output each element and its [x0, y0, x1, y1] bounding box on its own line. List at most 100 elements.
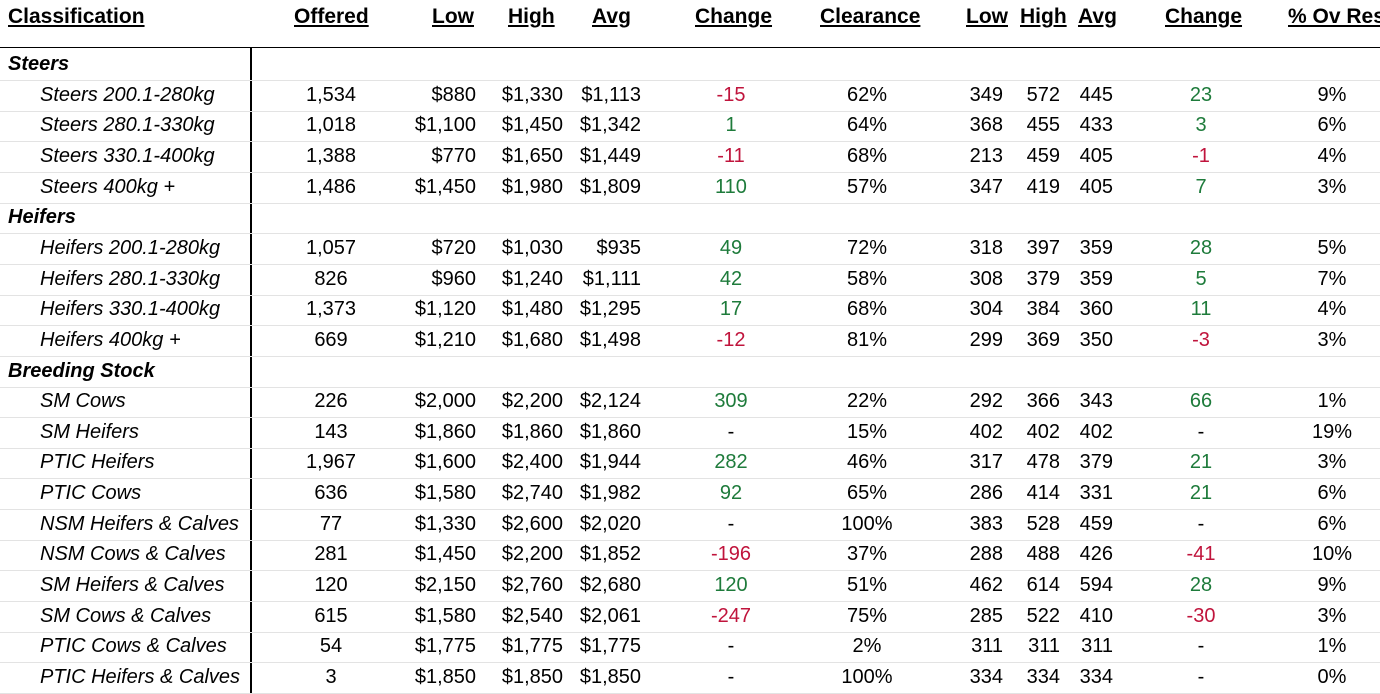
low-cell: $1,850	[414, 666, 476, 688]
high-cell: $1,860	[501, 420, 563, 443]
change-cell: -	[727, 420, 735, 443]
avg-cell: $2,124	[579, 390, 641, 413]
high2-cell: 528	[1026, 512, 1060, 535]
high2-cell: 369	[1026, 328, 1060, 351]
classification-cell: Steers 330.1-400kg	[40, 144, 215, 167]
offered-cell: 1,373	[305, 298, 357, 321]
low-cell: $1,600	[414, 451, 476, 474]
offered-cell: 120	[314, 574, 348, 597]
avg2-cell: 359	[1079, 236, 1113, 259]
low2-cell: 288	[969, 543, 1003, 566]
high-cell: $2,400	[501, 451, 563, 474]
low2-cell: 286	[969, 482, 1003, 505]
change-cell: -	[727, 666, 735, 688]
col-header-change: Change	[695, 5, 773, 28]
high-cell: $1,450	[501, 114, 563, 137]
low-cell: $2,000	[414, 390, 476, 413]
classification-cell: PTIC Cows & Calves	[40, 635, 227, 658]
change-cell: 120	[714, 574, 748, 597]
col-header-change-cpkg: Change	[1165, 5, 1243, 28]
avg2-cell: 426	[1079, 543, 1113, 566]
clearance-cell: 64%	[846, 114, 888, 137]
column-divider	[250, 47, 252, 693]
section-label: Steers	[8, 53, 70, 75]
header-row: Classification Offered Low High Avg Chan…	[0, 0, 1380, 48]
offered-cell: 1,967	[305, 451, 357, 474]
high2-cell: 384	[1026, 298, 1060, 321]
low-cell: $1,210	[414, 328, 476, 351]
high-cell: $2,200	[501, 390, 563, 413]
table-row: Heifers 280.1-330kg 826 $960 $1,240 $1,111 42…	[0, 264, 1380, 296]
ovres-cell: 0%	[1317, 666, 1347, 688]
table-row: Steers 200.1-280kg 1,534 $880 $1,330 $1,113 -…	[0, 80, 1380, 112]
clearance-cell: 72%	[846, 236, 888, 259]
ovres-cell: 4%	[1317, 144, 1347, 167]
high-cell: $2,740	[501, 482, 563, 505]
change-cell: 110	[715, 175, 747, 198]
table-row: PTIC Cows & Calves 54 $1,775 $1,775 $1,775 - 2…	[0, 631, 1380, 664]
high-cell: $1,330	[501, 83, 563, 106]
change2-cell: 5	[1195, 267, 1207, 290]
col-header-ov-res: % Ov Res	[1288, 5, 1380, 28]
clearance-cell: 100%	[841, 512, 893, 535]
clearance-cell: 15%	[846, 420, 888, 443]
low2-cell: 299	[969, 328, 1003, 351]
avg2-cell: 343	[1079, 390, 1113, 413]
low-cell: $2,150	[414, 574, 476, 597]
avg2-cell: 360	[1079, 298, 1113, 321]
clearance-cell: 100%	[841, 666, 893, 688]
avg2-cell: 402	[1079, 420, 1113, 443]
avg-cell: $1,113	[581, 83, 641, 106]
classification-cell: SM Cows	[40, 390, 126, 413]
avg2-cell: 433	[1079, 114, 1113, 137]
low-cell: $770	[431, 144, 477, 167]
table-row: Steers 400kg + 1,486 $1,450 $1,980 $1,809 110…	[0, 172, 1380, 204]
table-row: NSM Cows & Calves 281 $1,450 $2,200 $1,852 -1…	[0, 539, 1380, 572]
ovres-cell: 3%	[1317, 175, 1347, 198]
ovres-cell: 3%	[1317, 604, 1347, 627]
avg2-cell: 311	[1081, 635, 1113, 658]
clearance-cell: 57%	[846, 175, 888, 198]
section-row: Breeding Stock	[0, 356, 1380, 388]
change2-cell: 28	[1189, 236, 1213, 259]
change2-cell: -1	[1192, 144, 1210, 167]
low-cell: $1,450	[414, 543, 476, 566]
avg-cell: $2,061	[579, 604, 641, 627]
high-cell: $2,540	[501, 604, 563, 627]
high2-cell: 366	[1026, 390, 1060, 413]
avg-cell: $1,775	[579, 635, 641, 658]
high2-cell: 334	[1026, 666, 1060, 688]
ovres-cell: 6%	[1317, 512, 1347, 535]
low2-cell: 383	[969, 512, 1003, 535]
change2-cell: -	[1197, 420, 1205, 443]
low-cell: $1,580	[414, 604, 476, 627]
avg-cell: $1,850	[579, 666, 641, 688]
classification-cell: SM Cows & Calves	[40, 604, 212, 627]
avg-cell: $1,852	[579, 543, 641, 566]
change-cell: 17	[719, 298, 743, 321]
change2-cell: 21	[1189, 482, 1213, 505]
clearance-cell: 81%	[846, 328, 888, 351]
avg2-cell: 359	[1079, 267, 1113, 290]
avg-cell: $1,295	[579, 298, 641, 321]
offered-cell: 826	[314, 267, 348, 290]
offered-cell: 143	[314, 420, 348, 443]
classification-cell: NSM Cows & Calves	[40, 543, 226, 566]
change-cell: 1	[725, 114, 737, 137]
avg-cell: $2,680	[579, 574, 641, 597]
clearance-cell: 68%	[846, 144, 888, 167]
change-cell: 42	[719, 267, 743, 290]
change-cell: -196	[710, 543, 752, 566]
classification-cell: Heifers 200.1-280kg	[40, 236, 221, 259]
classification-cell: Heifers 280.1-330kg	[40, 267, 221, 290]
low-cell: $720	[431, 236, 477, 259]
low2-cell: 347	[969, 175, 1003, 198]
col-header-classification: Classification	[8, 5, 145, 28]
table-row: Steers 280.1-330kg 1,018 $1,100 $1,450 $1,34…	[0, 110, 1380, 143]
table-row: SM Cows & Calves 615 $1,580 $2,540 $2,061 -24…	[0, 601, 1380, 633]
table-row: PTIC Cows 636 $1,580 $2,740 $1,982 92 65% 286 41…	[0, 478, 1380, 511]
low2-cell: 402	[969, 420, 1003, 443]
avg-cell: $2,020	[579, 512, 641, 535]
low2-cell: 462	[969, 574, 1003, 597]
table-row: Heifers 200.1-280kg 1,057 $720 $1,030 $935 49…	[0, 233, 1380, 265]
